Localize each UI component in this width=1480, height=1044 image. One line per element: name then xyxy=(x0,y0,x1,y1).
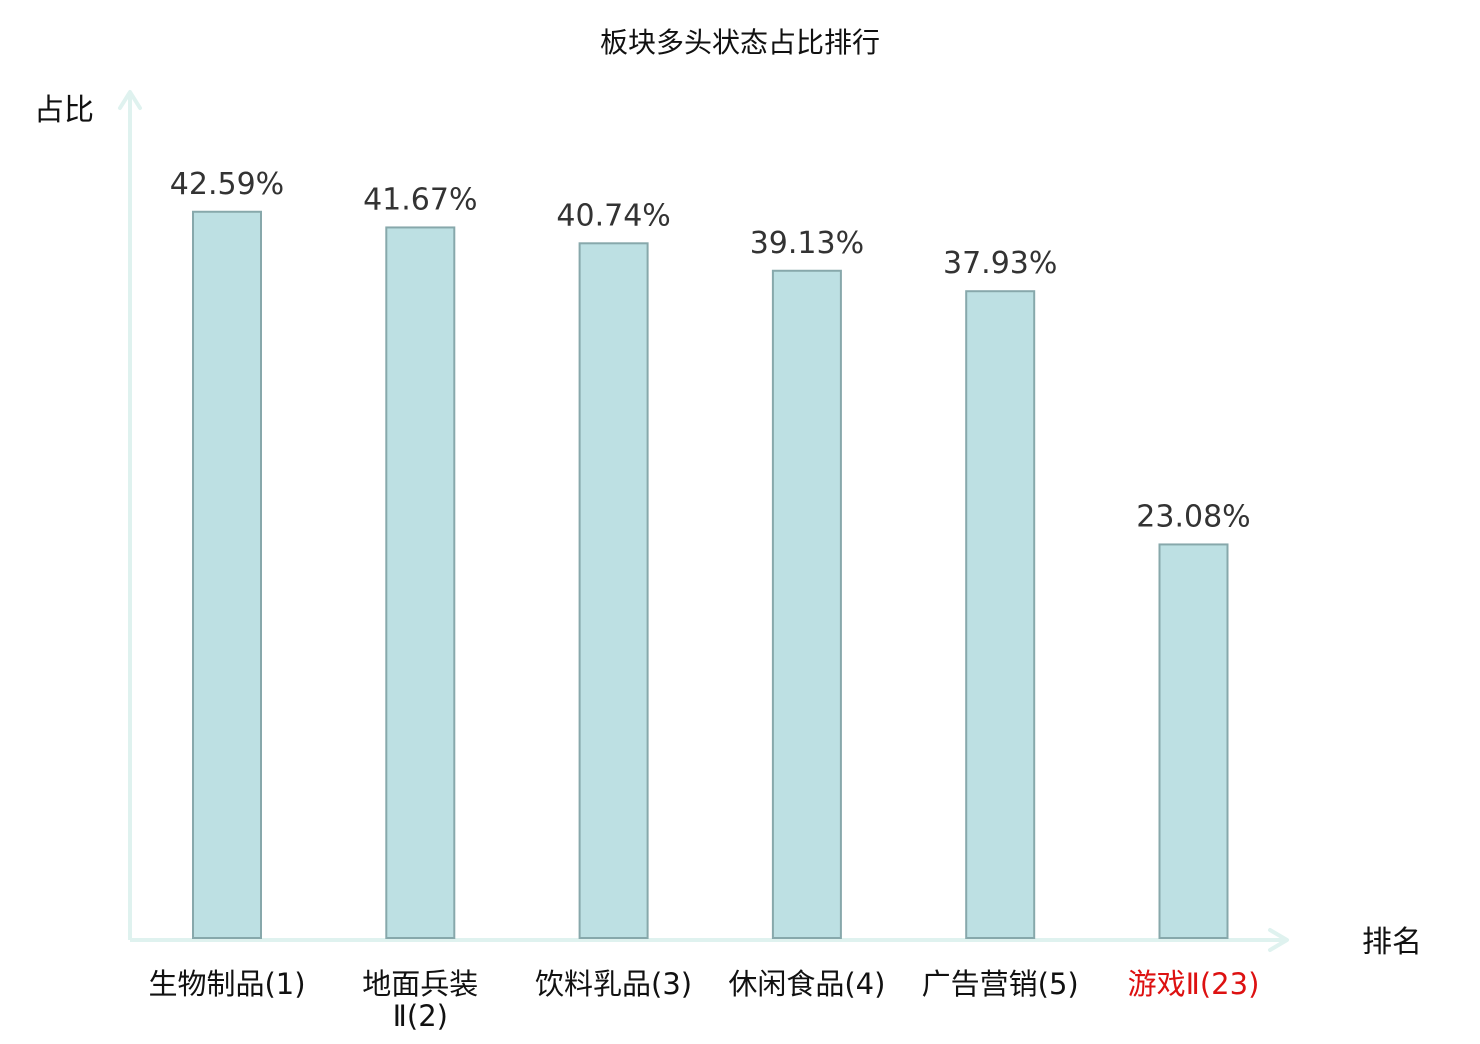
x-axis-title: 排名 xyxy=(1362,925,1422,960)
category-label: 饮料乳品(3) xyxy=(535,967,692,1001)
bar-3 xyxy=(578,242,649,939)
bar-5 xyxy=(965,290,1036,939)
x-axis-arrow xyxy=(1268,928,1289,952)
bar-6 xyxy=(1158,543,1229,939)
bar-1 xyxy=(192,210,262,940)
bar-value-label: 37.93% xyxy=(943,246,1057,281)
category-label: 生物制品(1) xyxy=(148,967,305,1001)
category-label: 游戏Ⅱ(23) xyxy=(1128,967,1260,1001)
bar-value-label: 23.08% xyxy=(1136,499,1250,534)
x-axis xyxy=(130,928,1289,952)
bar-value-label: 40.74% xyxy=(556,198,670,233)
category-label: 休闲食品(4) xyxy=(728,967,885,1001)
category-label: 地面兵装 xyxy=(362,967,478,1001)
chart-title: 板块多头状态占比排行 xyxy=(600,26,880,59)
y-axis-arrow xyxy=(118,90,142,110)
category-label: 广告营销(5) xyxy=(922,967,1079,1001)
y-axis-title: 占比 xyxy=(34,93,94,128)
y-axis xyxy=(118,90,142,940)
bar-value-label: 41.67% xyxy=(363,182,477,217)
bar-4 xyxy=(771,269,842,939)
bar-value-label: 39.13% xyxy=(750,226,864,261)
bar-value-label: 42.59% xyxy=(170,167,284,202)
bar-2 xyxy=(385,226,456,939)
category-label: Ⅱ(2) xyxy=(393,999,448,1033)
